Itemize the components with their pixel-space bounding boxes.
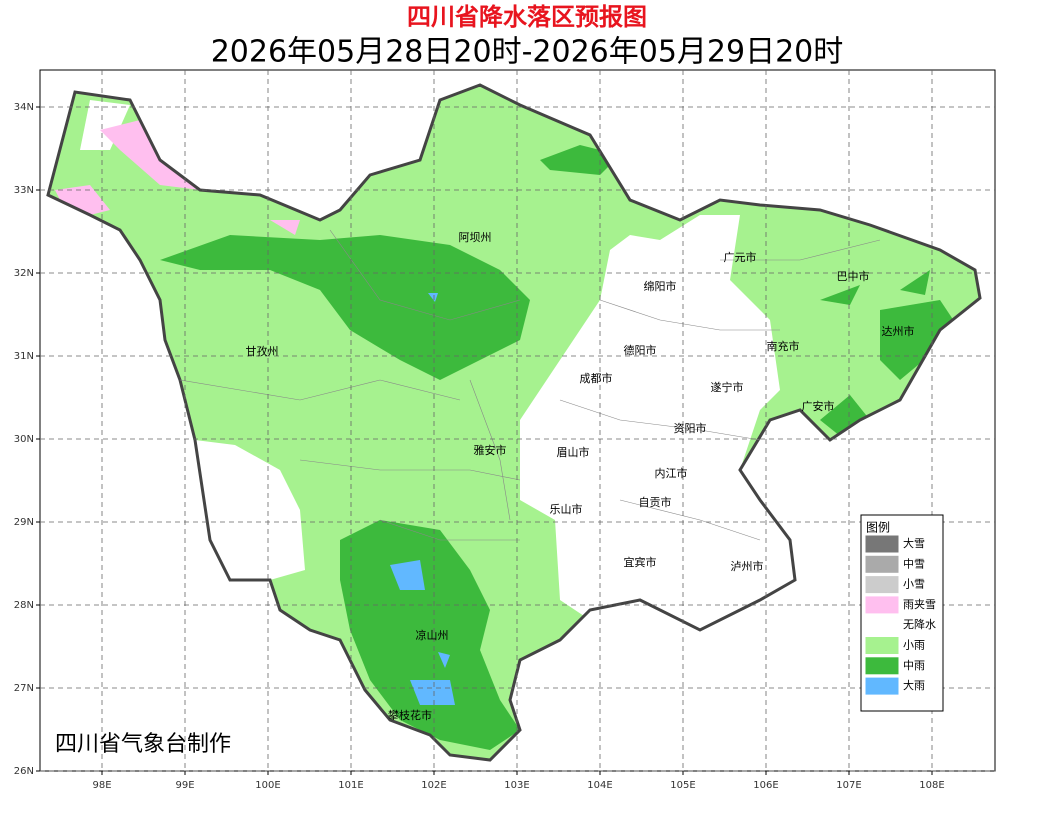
legend-label: 小雨	[903, 639, 925, 652]
city-label: 绵阳市	[644, 279, 677, 293]
lat-tick-label: 26N	[14, 766, 34, 777]
legend-swatch	[865, 555, 899, 573]
graticule	[36, 70, 995, 775]
legend-swatch	[865, 596, 899, 614]
legend-label: 中雨	[903, 659, 925, 672]
legend-swatch	[866, 617, 898, 634]
city-labels: 阿坝州 绵阳市 广元市 巴中市 甘孜州 德阳市 达州市 南充市 成都市 遂宁市 …	[246, 230, 915, 722]
legend-label: 小雪	[903, 578, 925, 591]
city-label: 遂宁市	[711, 380, 744, 394]
lat-tick-label: 30N	[14, 434, 34, 445]
city-label: 宜宾市	[624, 555, 657, 569]
city-label: 雅安市	[474, 443, 507, 457]
city-label: 眉山市	[557, 445, 590, 459]
title: 四川省降水落区预报图	[407, 3, 647, 31]
lon-tick-label: 103E	[504, 780, 529, 791]
subtitle: 2026年05月28日20时-2026年05月29日20时	[211, 35, 844, 70]
lon-tick-label: 99E	[175, 780, 194, 791]
city-label: 凉山州	[416, 628, 449, 642]
lon-tick-label: 100E	[255, 780, 280, 791]
city-label: 广元市	[724, 250, 757, 264]
lat-tick-label: 27N	[14, 683, 34, 694]
legend-swatch	[865, 657, 899, 675]
legend-swatch	[865, 576, 899, 594]
legend-label: 中雪	[903, 557, 925, 570]
lon-tick-label: 107E	[836, 780, 861, 791]
legend-title: 图例	[866, 521, 890, 535]
lat-tick-label: 32N	[14, 268, 34, 279]
city-label: 巴中市	[837, 269, 870, 283]
lon-tick-label: 98E	[92, 780, 111, 791]
legend-label: 无降水	[903, 617, 936, 631]
city-label: 广安市	[802, 399, 835, 413]
lat-tick-label: 28N	[14, 600, 34, 611]
legend-label: 雨夹雪	[903, 598, 936, 611]
credit: 四川省气象台制作	[55, 732, 231, 757]
city-label: 阿坝州	[459, 230, 492, 244]
city-label: 德阳市	[624, 343, 657, 357]
lat-tick-label: 29N	[14, 517, 34, 528]
city-label: 南充市	[767, 339, 800, 353]
lon-tick-label: 101E	[338, 780, 363, 791]
legend-swatch	[865, 677, 899, 695]
lon-tick-label: 106E	[753, 780, 778, 791]
lon-tick-label: 104E	[587, 780, 612, 791]
city-label: 甘孜州	[246, 344, 279, 358]
lat-tick-label: 34N	[14, 102, 34, 113]
lat-tick-label: 31N	[14, 351, 34, 362]
lon-tick-label: 108E	[919, 780, 944, 791]
county-borders	[179, 229, 881, 541]
city-label: 成都市	[580, 371, 613, 385]
lon-tick-label: 102E	[421, 780, 446, 791]
city-label: 资阳市	[674, 421, 707, 435]
lat-tick-label: 33N	[14, 185, 34, 196]
city-label: 泸州市	[731, 559, 764, 573]
legend-label: 大雪	[903, 536, 925, 550]
city-label: 乐山市	[550, 502, 583, 516]
city-label: 自贡市	[639, 495, 672, 509]
city-label: 内江市	[655, 466, 688, 480]
city-label: 攀枝花市	[388, 708, 432, 722]
legend-swatch	[865, 637, 899, 654]
legend-label: 大雨	[903, 678, 925, 692]
lon-tick-label: 105E	[670, 780, 695, 791]
city-label: 达州市	[882, 324, 915, 338]
legend-swatch	[865, 535, 899, 553]
